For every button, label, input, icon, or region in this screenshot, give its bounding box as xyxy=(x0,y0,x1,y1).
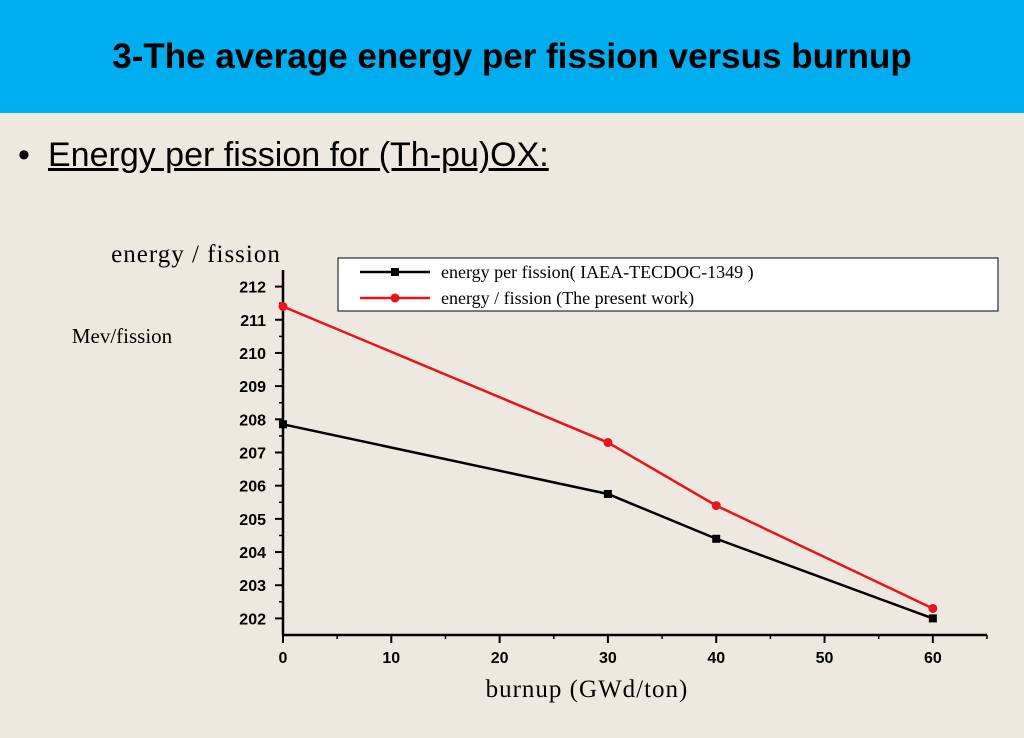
series-2-point xyxy=(711,501,721,511)
bullet-dot-icon: • xyxy=(18,136,30,174)
bullet-text: Energy per fission for (Th-pu)OX: xyxy=(48,136,549,174)
y-axis-title: energy / fission xyxy=(111,241,281,268)
y-tick-label: 209 xyxy=(239,379,266,396)
y-tick-label: 204 xyxy=(239,545,266,562)
y-axis-unit: Mev/fission xyxy=(72,324,173,348)
x-tick-label: 40 xyxy=(707,650,725,667)
series-1-point xyxy=(928,614,937,623)
series-1-point xyxy=(279,420,287,429)
y-tick-label: 203 xyxy=(239,578,266,595)
legend-marker xyxy=(391,268,399,276)
y-tick-label: 206 xyxy=(239,479,266,496)
y-tick-label: 208 xyxy=(239,412,266,429)
series-1-point xyxy=(712,534,721,543)
x-tick-label: 20 xyxy=(491,650,509,667)
y-tick-label: 212 xyxy=(239,280,266,297)
x-tick-label: 10 xyxy=(382,650,400,667)
legend-label: energy / fission (The present work) xyxy=(441,288,694,309)
title-bar xyxy=(0,0,1024,113)
series-layer xyxy=(278,302,938,623)
series-2-point xyxy=(603,438,613,448)
x-tick-label: 60 xyxy=(924,650,942,667)
series-line-1 xyxy=(282,423,934,620)
series-2-point xyxy=(928,603,938,613)
series-line-2 xyxy=(282,305,934,610)
x-axis-title: burnup (GWd/ton) xyxy=(486,676,689,703)
y-tick-label: 207 xyxy=(239,446,266,463)
slide-title: 3-The average energy per fission versus … xyxy=(112,36,912,76)
y-tick-label: 202 xyxy=(239,611,266,628)
series-1-point xyxy=(603,489,612,498)
y-tick-label: 211 xyxy=(240,313,266,330)
legend-box xyxy=(337,257,999,312)
legend-marker xyxy=(390,293,400,303)
bullet-item: • Energy per fission for (Th-pu)OX: xyxy=(18,136,549,175)
x-tick-label: 30 xyxy=(599,650,617,667)
legend: energy per fission( IAEA-TECDOC-1349 ) en… xyxy=(337,257,999,312)
axes: 202 203 204 205 206 207 208 209 210 211 212 0 10 20 30… xyxy=(239,270,988,667)
x-tick-label: 0 xyxy=(279,650,288,667)
legend-label: energy per fission( IAEA-TECDOC-1349 ) xyxy=(441,262,754,283)
y-tick-label: 205 xyxy=(239,512,266,529)
y-tick-label: 210 xyxy=(239,346,266,363)
series-2-point xyxy=(278,302,288,311)
x-tick-label: 50 xyxy=(816,650,834,667)
